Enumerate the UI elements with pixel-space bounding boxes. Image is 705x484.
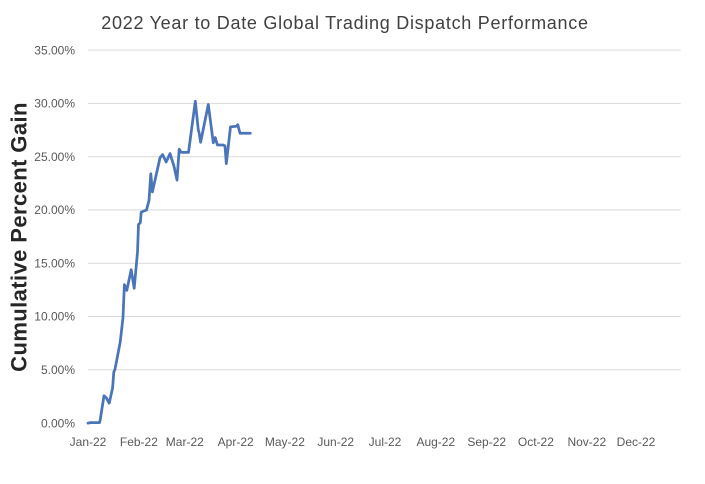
svg-text:20.00%: 20.00% [34,203,75,217]
svg-text:Oct-22: Oct-22 [518,435,554,449]
svg-text:Feb-22: Feb-22 [120,435,158,449]
svg-text:Jun-22: Jun-22 [317,435,354,449]
svg-text:Sep-22: Sep-22 [467,435,506,449]
svg-text:Jul-22: Jul-22 [369,435,402,449]
svg-text:Nov-22: Nov-22 [567,435,606,449]
svg-text:Cumulative Percent Gain: Cumulative Percent Gain [7,102,32,372]
svg-text:Aug-22: Aug-22 [416,435,455,449]
svg-text:May-22: May-22 [265,435,305,449]
svg-text:Jan-22: Jan-22 [70,435,107,449]
svg-text:5.00%: 5.00% [41,363,75,377]
svg-text:15.00%: 15.00% [34,256,75,270]
svg-text:25.00%: 25.00% [34,150,75,164]
svg-text:0.00%: 0.00% [41,416,75,430]
svg-text:10.00%: 10.00% [34,310,75,324]
svg-text:Apr-22: Apr-22 [218,435,254,449]
svg-text:35.00%: 35.00% [34,43,75,57]
svg-text:Mar-22: Mar-22 [166,435,204,449]
svg-text:2022 Year to Date Global Tradi: 2022 Year to Date Global Trading Dispatc… [101,13,588,33]
svg-text:30.00%: 30.00% [34,97,75,111]
svg-text:Dec-22: Dec-22 [617,435,656,449]
